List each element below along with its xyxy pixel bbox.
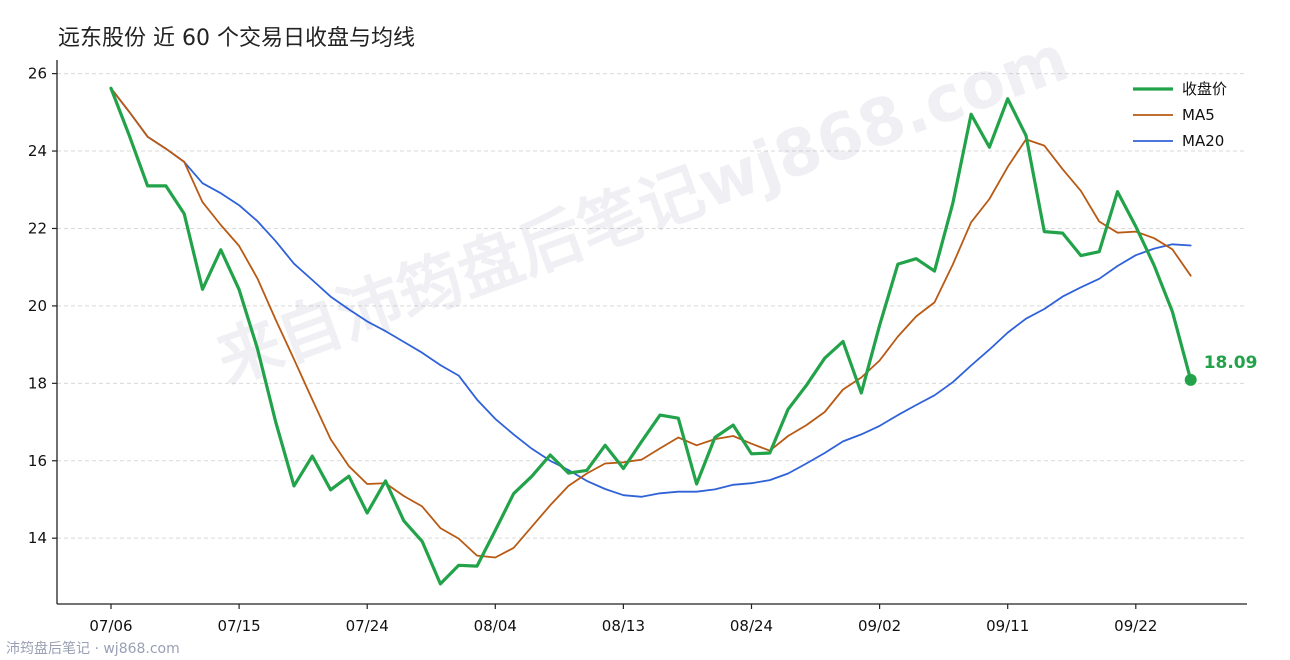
series-line-close — [109, 86, 1193, 586]
last-close-point — [1184, 373, 1197, 386]
y-tick-label: 24 — [28, 142, 47, 160]
chart-title: 远东股份 近 60 个交易日收盘与均线 — [58, 26, 415, 51]
x-tick-label: 08/24 — [730, 617, 773, 635]
legend: 收盘价 MA5 MA20 — [1133, 80, 1227, 150]
legend-label: 收盘价 — [1182, 80, 1227, 98]
legend-label: MA5 — [1182, 106, 1215, 124]
series-line-ma5 — [110, 87, 1192, 559]
x-tick-label: 07/15 — [217, 617, 260, 635]
y-tick-label: 20 — [28, 297, 47, 315]
last-close-label: 18.09 — [1204, 353, 1258, 373]
series-line-ma20 — [110, 87, 1192, 498]
x-tick-label: 09/02 — [858, 617, 901, 635]
y-tick-label: 26 — [28, 65, 47, 83]
x-tick-label: 09/22 — [1114, 617, 1157, 635]
y-tick-label: 14 — [28, 529, 47, 547]
axes: 14 16 18 20 22 24 26 07/06 07/15 07/24 08/04 08/13 0… — [28, 60, 1247, 635]
footer-credit: 沛筠盘后笔记 · wj868.com — [6, 640, 180, 657]
x-tick-label: 08/04 — [474, 617, 517, 635]
watermark-layer: 来自沛筠盘后笔记wj868.com — [208, 22, 1079, 399]
x-tick-label: 08/13 — [602, 617, 645, 635]
watermark-text: 来自沛筠盘后笔记wj868.com — [208, 22, 1079, 399]
legend-label: MA20 — [1182, 132, 1224, 150]
grid-lines — [57, 73, 1247, 539]
x-tick-label: 07/24 — [346, 617, 389, 635]
series-layer: 18.09 — [109, 86, 1258, 586]
x-tick-label: 09/11 — [986, 617, 1029, 635]
y-tick-label: 22 — [28, 219, 47, 237]
y-tick-label: 18 — [28, 374, 47, 392]
x-tick-label: 07/06 — [89, 617, 132, 635]
y-tick-label: 16 — [28, 452, 47, 470]
